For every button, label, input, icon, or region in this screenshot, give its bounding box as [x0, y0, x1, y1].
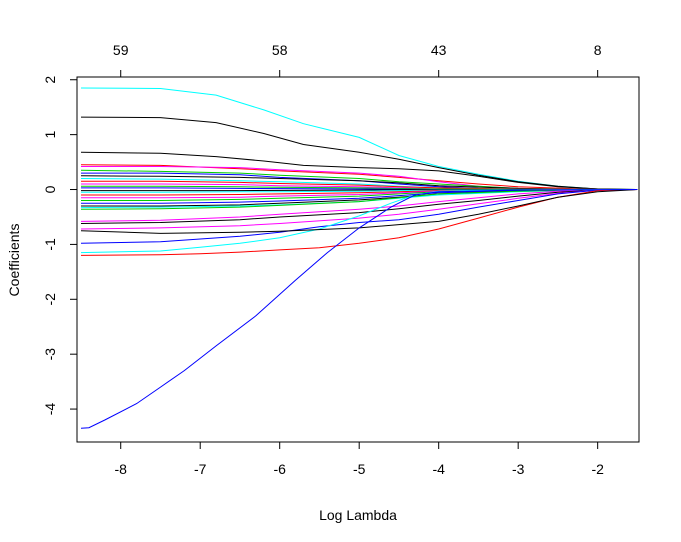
- y-tick-label: -3: [42, 348, 58, 361]
- coefficient-path-26: [80, 189, 638, 244]
- coefficient-path-24: [80, 189, 638, 224]
- y-tick-label: 0: [42, 185, 58, 193]
- x-tick-label: -2: [591, 461, 604, 477]
- plot-frame: [76, 76, 640, 443]
- coefficient-path-30: [80, 189, 638, 429]
- x-tick-label: -5: [353, 461, 366, 477]
- y-tick-label: -4: [42, 403, 58, 416]
- y-axis: -4 -3 -2 -1 0 1 2: [42, 76, 78, 416]
- x-tick-label: -8: [114, 461, 127, 477]
- coefficient-path-3: [80, 151, 638, 190]
- coefficient-path-29: [80, 189, 638, 234]
- x-tick-label: -6: [273, 461, 286, 477]
- x-axis-title: Log Lambda: [319, 507, 397, 523]
- y-tick-label: -2: [42, 293, 58, 306]
- y-tick-label: 1: [42, 131, 58, 139]
- y-axis-title: Coefficients: [6, 224, 22, 297]
- top-axis-df: 59 58 43 8: [113, 42, 602, 78]
- x-axis: -8 -7 -6 -5 -4 -3 -2: [114, 441, 604, 477]
- top-tick-label: 8: [594, 42, 602, 58]
- top-tick-label: 59: [113, 42, 129, 58]
- y-tick-label: 2: [42, 76, 58, 84]
- coefficient-paths: [80, 87, 638, 429]
- top-tick-label: 58: [272, 42, 288, 58]
- coefficient-path-2: [80, 116, 638, 190]
- coefficient-path-23: [80, 189, 638, 222]
- top-tick-label: 43: [431, 42, 447, 58]
- x-tick-label: -3: [512, 461, 525, 477]
- x-tick-label: -4: [432, 461, 445, 477]
- y-tick-label: -1: [42, 238, 58, 251]
- coefficient-path-27: [80, 189, 638, 254]
- x-tick-label: -7: [194, 461, 207, 477]
